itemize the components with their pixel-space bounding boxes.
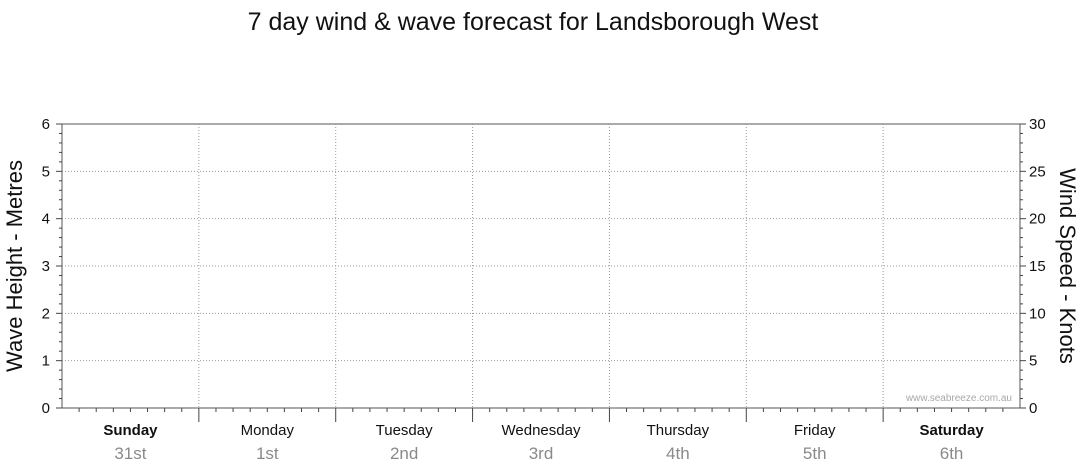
day-name-label: Monday bbox=[241, 422, 295, 439]
left-tick-label: 6 bbox=[42, 116, 50, 133]
right-tick-label: 15 bbox=[1029, 258, 1046, 275]
right-axis-title: Wind Speed - Knots bbox=[1055, 168, 1080, 364]
date-label: 6th bbox=[940, 444, 964, 463]
axis-ticks bbox=[56, 123, 1026, 422]
right-tick-label: 0 bbox=[1029, 400, 1037, 417]
left-axis-tick-labels: 0 1 2 3 4 5 6 bbox=[42, 116, 50, 417]
watermark: www.seabreeze.com.au bbox=[905, 393, 1012, 404]
day-name-label: Thursday bbox=[647, 422, 710, 439]
day-name-label: Sunday bbox=[103, 422, 158, 439]
date-label: 1st bbox=[256, 444, 279, 463]
date-label: 4th bbox=[666, 444, 690, 463]
date-label: 5th bbox=[803, 444, 827, 463]
right-axis-tick-labels: 0 5 10 15 20 25 30 bbox=[1029, 116, 1046, 417]
left-axis-title: Wave Height - Metres bbox=[2, 160, 27, 372]
day-name-label: Tuesday bbox=[376, 422, 433, 439]
right-tick-label: 5 bbox=[1029, 353, 1037, 370]
date-label: 31st bbox=[114, 444, 146, 463]
left-tick-label: 2 bbox=[42, 305, 50, 322]
left-tick-label: 1 bbox=[42, 353, 50, 370]
day-name-label: Wednesday bbox=[502, 422, 581, 439]
right-tick-label: 20 bbox=[1029, 211, 1046, 228]
plot-frame bbox=[61, 123, 1021, 409]
left-tick-label: 3 bbox=[42, 258, 50, 275]
right-tick-label: 30 bbox=[1029, 116, 1046, 133]
left-tick-label: 5 bbox=[42, 163, 50, 180]
day-name-label: Saturday bbox=[919, 422, 984, 439]
date-label: 3rd bbox=[529, 444, 554, 463]
day-labels: Sunday 31st Monday 1st Tuesday 2nd Wednesday 3r… bbox=[103, 422, 984, 463]
chart-title: 7 day wind & wave forecast for Landsboro… bbox=[248, 8, 819, 36]
grid-lines bbox=[62, 124, 1020, 408]
left-tick-label: 4 bbox=[42, 211, 50, 228]
left-tick-label: 0 bbox=[42, 400, 50, 417]
right-tick-label: 25 bbox=[1029, 163, 1046, 180]
day-name-label: Friday bbox=[794, 422, 836, 439]
right-tick-label: 10 bbox=[1029, 305, 1046, 322]
date-label: 2nd bbox=[390, 444, 418, 463]
